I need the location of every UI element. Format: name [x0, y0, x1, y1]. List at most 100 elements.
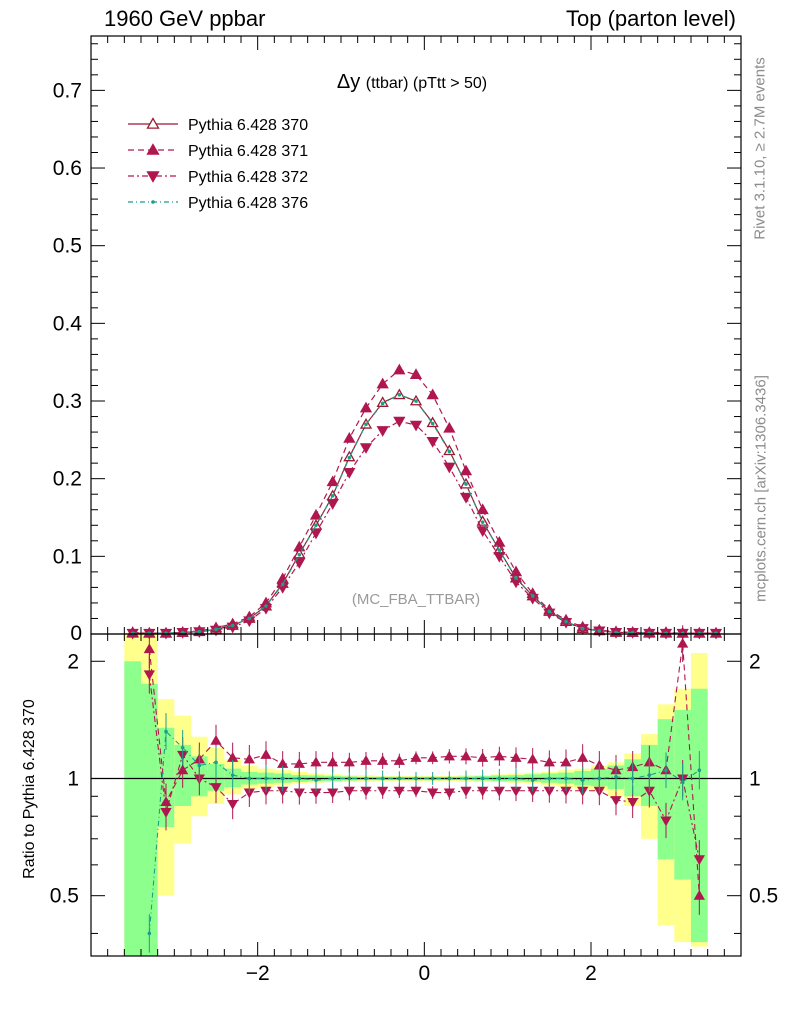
data-point-marker — [409, 368, 423, 380]
data-point-marker — [560, 756, 572, 767]
data-point-marker — [447, 449, 452, 454]
data-point-marker — [464, 482, 468, 486]
data-point-marker — [680, 780, 685, 784]
data-point-marker — [293, 540, 306, 552]
data-point-marker — [614, 774, 618, 779]
data-point-marker — [460, 750, 472, 761]
data-point-marker — [376, 426, 389, 437]
data-point-marker — [630, 776, 635, 781]
data-point-marker — [509, 565, 523, 577]
data-point-marker — [310, 756, 322, 767]
data-point-marker — [230, 773, 235, 777]
data-point-marker — [146, 171, 160, 183]
data-point-marker — [430, 776, 435, 781]
legend-label: Pythia 6.428 371 — [188, 143, 308, 160]
data-point-marker — [510, 752, 522, 762]
data-point-marker — [146, 117, 160, 129]
data-point-marker — [514, 576, 518, 580]
data-point-marker — [443, 750, 455, 761]
data-point-marker — [443, 462, 456, 474]
data-point-marker — [614, 630, 618, 635]
x-tick-label: 2 — [585, 962, 597, 985]
data-point-marker — [426, 388, 439, 400]
data-point-marker — [326, 499, 339, 510]
main-series-lines — [126, 363, 723, 640]
data-point-marker — [409, 420, 423, 432]
data-point-marker — [543, 756, 555, 767]
data-point-marker — [693, 889, 705, 900]
data-point-marker — [243, 753, 255, 764]
header-energy-label: 1960 GeV ppbar — [104, 6, 266, 31]
data-point-marker — [427, 752, 439, 762]
ratio-line — [148, 730, 700, 934]
data-point-marker — [464, 776, 468, 781]
data-point-marker — [314, 778, 318, 782]
data-point-marker — [210, 783, 222, 793]
data-point-marker — [480, 520, 485, 524]
data-point-marker — [547, 609, 552, 614]
data-point-marker — [309, 528, 323, 540]
data-point-marker — [447, 776, 452, 781]
data-point-marker — [427, 788, 439, 799]
data-point-marker — [493, 551, 506, 563]
data-point-marker — [260, 749, 272, 759]
series-line — [132, 394, 716, 634]
data-point-marker — [397, 393, 402, 397]
data-point-marker — [426, 436, 439, 448]
data-point-marker — [343, 756, 355, 767]
main-y-zero-label: 0 — [70, 622, 82, 645]
data-point-marker — [380, 776, 385, 781]
data-point-marker — [164, 729, 168, 734]
data-point-marker — [597, 776, 602, 781]
data-point-marker — [476, 503, 489, 515]
data-point-marker — [214, 760, 218, 765]
plot-frames — [90, 35, 742, 957]
analysis-watermark: (MC_FBA_TTBAR) — [352, 591, 480, 608]
data-point-marker — [564, 619, 568, 624]
data-point-marker — [480, 776, 485, 781]
legend-item: Pythia 6.428 371 — [128, 143, 308, 160]
data-point-marker — [597, 629, 602, 633]
header-process-label: Top (parton level) — [566, 6, 736, 31]
data-point-marker — [393, 363, 406, 375]
data-point-marker — [360, 755, 372, 765]
ratio-y-tick-label-left: 1 — [67, 767, 79, 790]
ratio-line — [148, 674, 700, 860]
data-point-marker — [459, 492, 473, 504]
data-point-marker — [327, 756, 339, 767]
data-point-marker — [230, 623, 235, 628]
data-point-marker — [393, 755, 405, 765]
data-point-marker — [377, 755, 389, 765]
data-point-marker — [376, 377, 389, 389]
data-point-marker — [477, 786, 489, 797]
axis-tick-labels: 0.1 0.2 0.3 0.4 0.5 0.6 0.7 0 0.5 0.5 1 1 2 2 −2 0 2 — [50, 79, 778, 985]
data-point-marker — [443, 421, 456, 433]
ratio-y-tick-label-right: 0.5 — [749, 885, 778, 908]
data-point-marker — [380, 401, 385, 406]
main-y-tick-label: 0.3 — [53, 390, 82, 413]
data-point-marker — [580, 778, 585, 782]
legend-item: Pythia 6.428 376 — [128, 195, 308, 212]
x-tick-label: −2 — [246, 962, 270, 985]
data-point-marker — [359, 443, 373, 454]
main-y-tick-label: 0.2 — [53, 468, 82, 491]
green-band-bin — [124, 661, 141, 956]
ratio-y-tick-label-left: 0.5 — [50, 885, 79, 908]
data-point-marker — [564, 776, 568, 781]
main-series-4 — [130, 393, 718, 636]
x-tick-label: 0 — [418, 962, 430, 985]
data-point-marker — [326, 475, 339, 487]
main-plot-title: Δy (ttbar) (pTtt > 50) — [337, 71, 487, 93]
legend-label: Pythia 6.428 370 — [188, 117, 308, 134]
data-point-marker — [497, 548, 502, 552]
data-point-marker — [377, 786, 389, 797]
data-point-marker — [180, 630, 185, 635]
data-point-marker — [610, 796, 622, 806]
data-point-marker — [343, 786, 355, 797]
ratio-series-lines — [143, 625, 705, 953]
data-point-marker — [543, 608, 556, 620]
data-point-marker — [527, 753, 539, 764]
data-point-marker — [530, 594, 535, 598]
data-point-marker — [393, 416, 406, 428]
legend-item: Pythia 6.428 370 — [128, 117, 308, 134]
